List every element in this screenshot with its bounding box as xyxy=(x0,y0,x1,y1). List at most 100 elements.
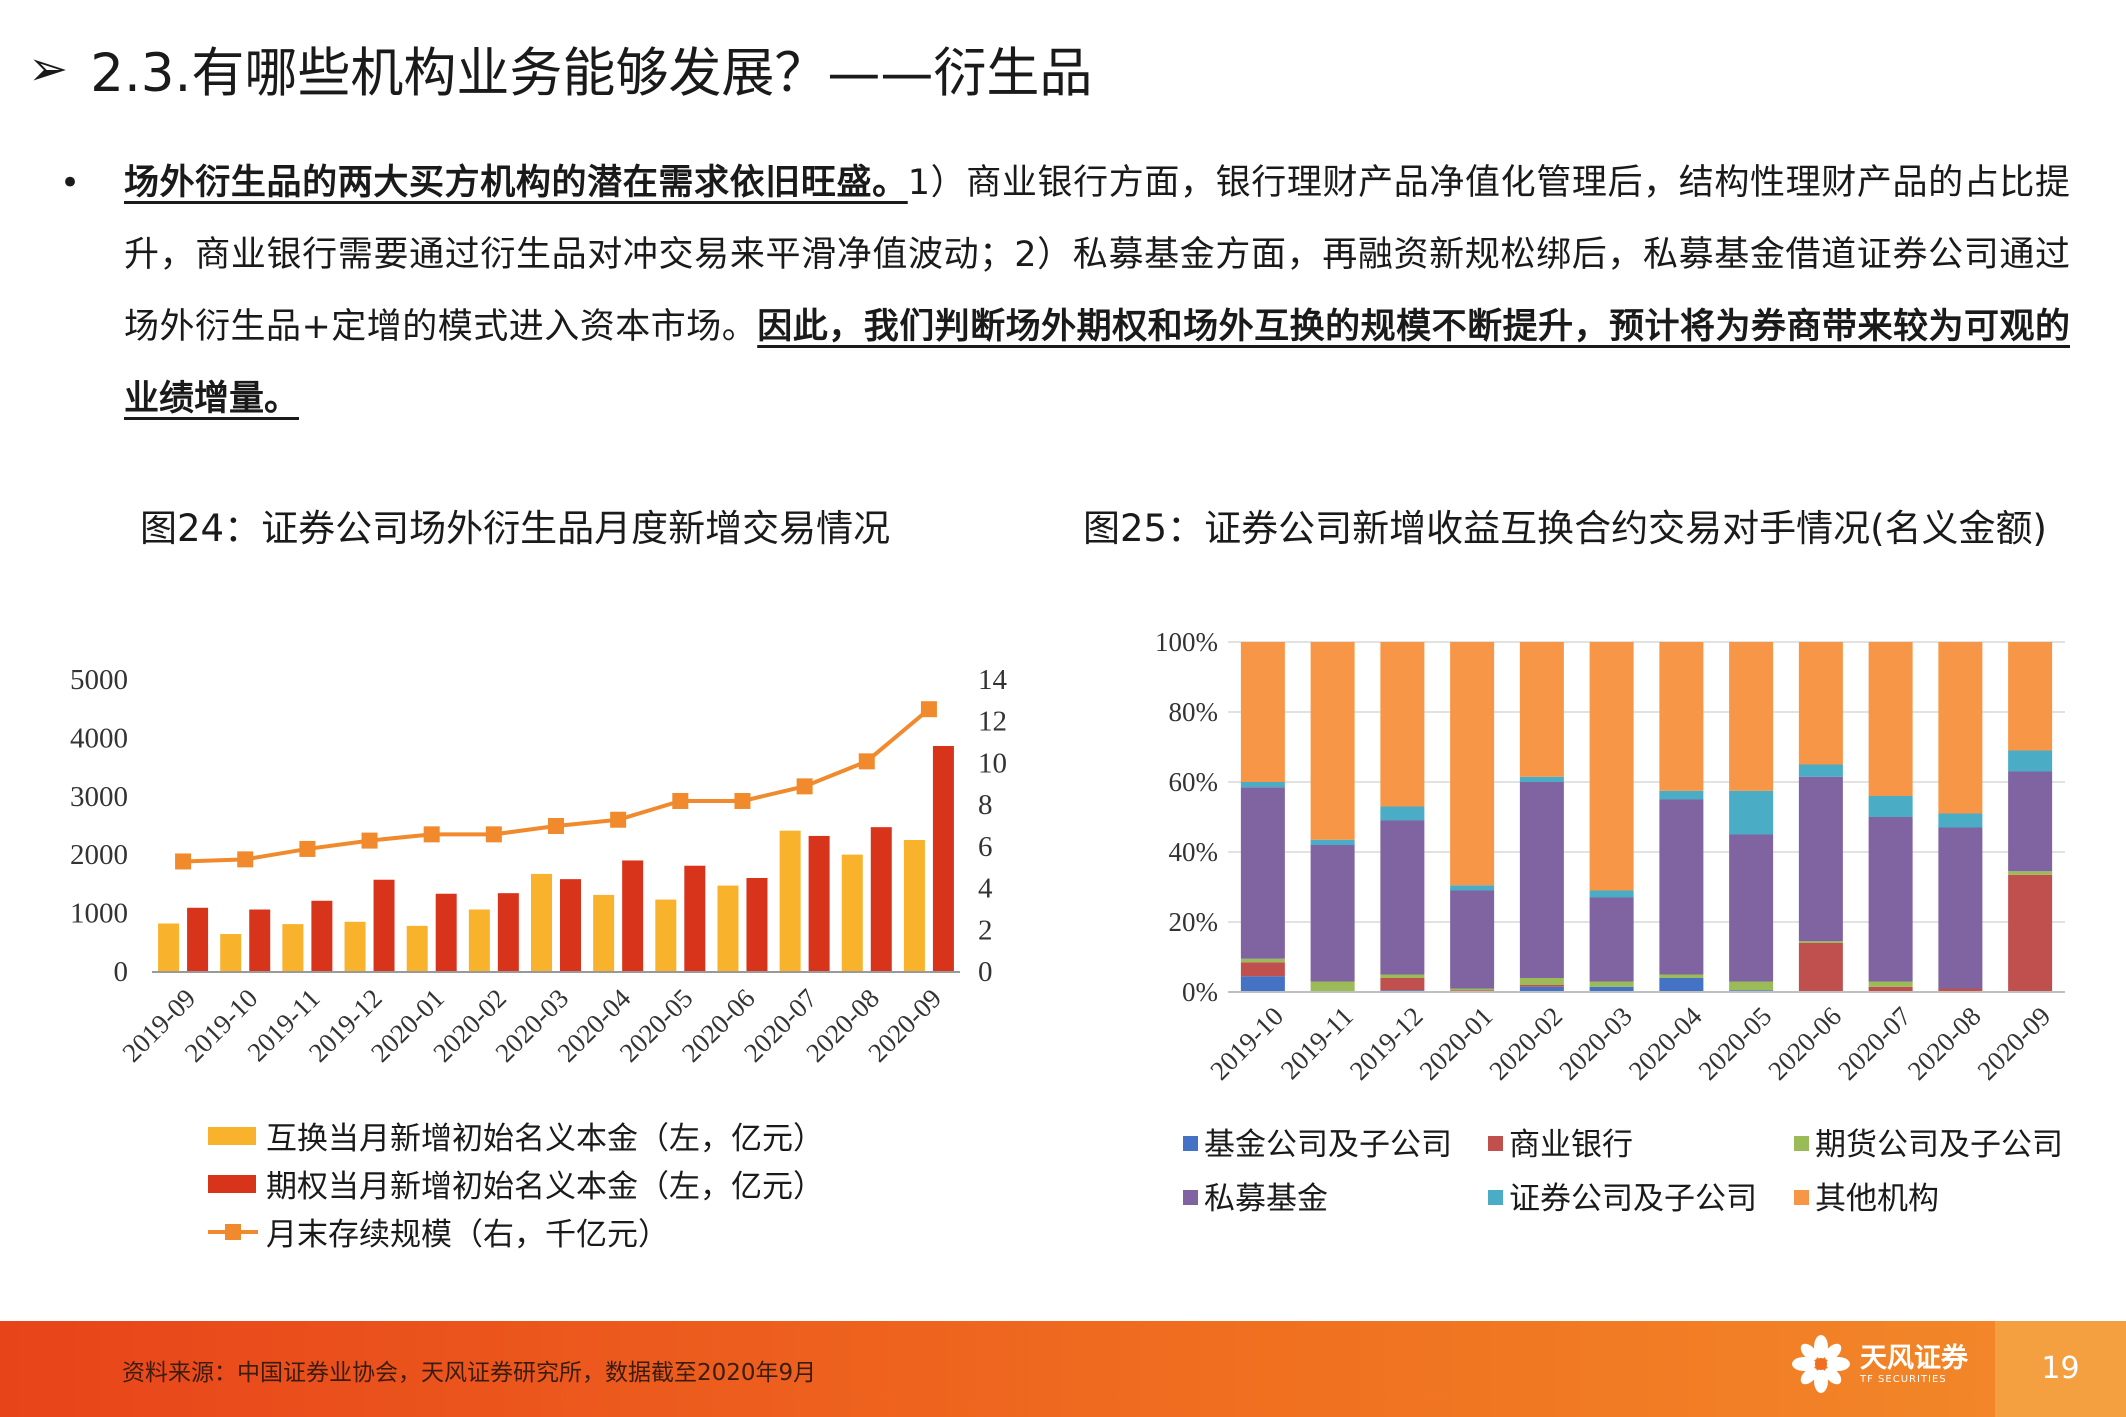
stacked-segment xyxy=(1659,974,1704,978)
stock-scale-point xyxy=(299,840,316,857)
stacked-segment xyxy=(1938,988,1983,992)
footer-bar: 资料来源：中国证券业协会，天风证券研究所，数据截至2020年9月 天风证券 TF… xyxy=(0,1321,2126,1417)
x-tick-label: 2020-06 xyxy=(1762,1001,1847,1086)
y-right-tick-label: 0 xyxy=(978,956,993,988)
option-bar xyxy=(684,865,706,972)
legend-line-marker xyxy=(225,1224,241,1240)
stock-scale-point xyxy=(610,811,627,828)
swap-bar xyxy=(779,830,801,972)
option-bar xyxy=(187,907,209,972)
stacked-segment xyxy=(1450,642,1495,886)
stacked-segment xyxy=(1310,981,1355,992)
stacked-segment xyxy=(2008,771,2053,872)
stacked-segment xyxy=(1868,986,1913,992)
derivatives-monthly-chart: 010002000300040005000024681012142019-092… xyxy=(70,664,1008,1253)
stacked-segment xyxy=(1729,642,1774,791)
legend-label: 基金公司及子公司 xyxy=(1204,1127,1452,1163)
legend-label: 其他机构 xyxy=(1815,1181,1939,1217)
stacked-segment xyxy=(1798,776,1843,942)
stock-scale-point xyxy=(237,851,254,868)
y-left-tick-label: 2000 xyxy=(70,839,128,871)
stacked-segment xyxy=(1380,974,1425,978)
x-tick-label: 2020-03 xyxy=(1553,1001,1638,1086)
swap-bar xyxy=(531,873,552,972)
source-note: 资料来源：中国证券业协会，天风证券研究所，数据截至2020年9月 xyxy=(122,1360,817,1386)
option-bar xyxy=(497,893,519,972)
option-bar xyxy=(870,827,892,972)
stacked-segment xyxy=(1380,820,1425,975)
option-bar xyxy=(435,893,457,972)
y-left-tick-label: 0 xyxy=(114,956,129,988)
stacked-segment xyxy=(1450,890,1495,989)
stacked-segment xyxy=(1450,885,1495,891)
y-tick-label: 100% xyxy=(1155,627,1218,657)
legend-swatch xyxy=(1488,1136,1503,1151)
stacked-segment xyxy=(2008,871,2053,875)
stacked-segment xyxy=(1589,642,1634,891)
option-bar xyxy=(311,900,333,972)
summary-paragraph: 场外衍生品的两大买方机构的潜在需求依旧旺盛。1）商业银行方面，银行理财产品净值化… xyxy=(124,147,2070,435)
stock-scale-point xyxy=(175,853,192,870)
y-right-tick-label: 10 xyxy=(978,747,1007,779)
swap-bar xyxy=(344,921,366,972)
stacked-segment xyxy=(1519,986,1564,992)
option-bar xyxy=(560,879,581,972)
swap-bar xyxy=(468,909,490,972)
stacked-segment xyxy=(1589,890,1634,898)
stacked-segment xyxy=(1589,981,1634,987)
stock-scale-point xyxy=(920,701,937,718)
legend-swatch xyxy=(1183,1136,1198,1151)
stacked-segment xyxy=(1240,962,1285,977)
y-right-tick-label: 14 xyxy=(978,664,1008,696)
stacked-segment xyxy=(1589,986,1634,992)
stacked-segment xyxy=(1380,642,1425,807)
stacked-segment xyxy=(1240,642,1285,782)
logo-name-en: TF SECURITIES xyxy=(1860,1373,1947,1385)
stacked-segment xyxy=(1729,981,1774,991)
swap-bar xyxy=(841,854,863,972)
stacked-segment xyxy=(1240,958,1285,963)
x-tick-label: 2020-05 xyxy=(1693,1001,1778,1086)
stacked-segment xyxy=(2008,642,2053,751)
stacked-segment xyxy=(1659,790,1704,800)
legend-label: 月末存续规模（右，千亿元） xyxy=(266,1217,669,1253)
stacked-segment xyxy=(1868,981,1913,987)
swap-bar xyxy=(406,925,428,972)
stock-scale-point xyxy=(672,792,689,809)
stacked-segment xyxy=(1868,817,1913,982)
page-number-box: 19 xyxy=(1995,1321,2126,1417)
stacked-segment xyxy=(1798,943,1843,992)
arrow-bullet-icon: ➢ xyxy=(28,41,69,97)
swap-bar xyxy=(903,840,925,972)
stacked-segment xyxy=(1240,782,1285,788)
swap-counterparty-chart: 0%20%40%60%80%100%2019-102019-112019-122… xyxy=(1155,627,2065,1217)
x-tick-label: 2019-12 xyxy=(1344,1001,1429,1086)
y-tick-label: 80% xyxy=(1169,697,1219,727)
y-tick-label: 0% xyxy=(1182,977,1218,1007)
swap-bar xyxy=(655,899,677,972)
legend-swatch xyxy=(1488,1190,1503,1205)
stacked-segment xyxy=(1380,978,1425,991)
legend-swatch xyxy=(1794,1136,1809,1151)
option-bar xyxy=(373,879,395,972)
tf-flower-icon xyxy=(1792,1335,1850,1393)
option-bar xyxy=(249,909,271,972)
stacked-segment xyxy=(1519,985,1564,987)
stacked-segment xyxy=(1519,978,1564,985)
summary-bullet: • 场外衍生品的两大买方机构的潜在需求依旧旺盛。1）商业银行方面，银行理财产品净… xyxy=(60,147,2070,435)
x-tick-label: 2020-04 xyxy=(1623,1001,1708,1086)
y-right-tick-label: 8 xyxy=(978,789,993,821)
stock-scale-point xyxy=(734,792,751,809)
stacked-segment xyxy=(1519,782,1564,978)
swap-bar xyxy=(717,885,739,972)
stacked-segment xyxy=(1938,813,1983,828)
stacked-segment xyxy=(1729,790,1774,835)
option-bar xyxy=(746,877,768,972)
legend-label: 期权当月新增初始名义本金（左，亿元） xyxy=(266,1169,824,1205)
stacked-segment xyxy=(1519,776,1564,782)
legend-label: 商业银行 xyxy=(1509,1127,1633,1163)
figure-25-title: 图25：证券公司新增收益互换合约交易对手情况(名义金额) xyxy=(1083,507,2047,550)
swap-bar xyxy=(220,934,242,972)
legend-label: 私募基金 xyxy=(1204,1181,1328,1217)
stock-scale-point xyxy=(485,826,502,843)
